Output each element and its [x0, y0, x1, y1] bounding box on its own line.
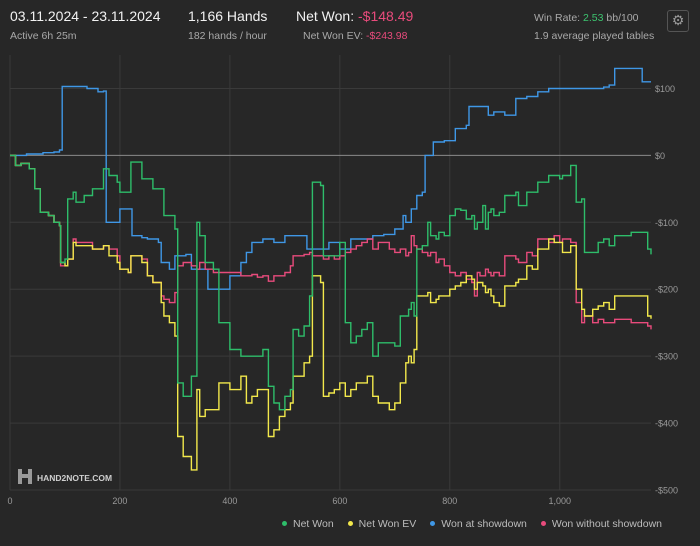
- win-rate-label: Win Rate:: [534, 12, 581, 24]
- x-axis-labels: 0 200 400 600 800 1,000: [7, 496, 571, 506]
- series-lines: [10, 67, 652, 471]
- legend-dot-icon: [540, 520, 546, 526]
- legend-item[interactable]: Won at showdown: [430, 518, 527, 530]
- active-time: Active 6h 25m: [10, 30, 77, 42]
- net-won-value: -$148.49: [358, 8, 414, 24]
- y-tick-label: $0: [655, 151, 665, 161]
- x-tick-label: 400: [222, 496, 237, 506]
- date-range: 03.11.2024 - 23.11.2024: [10, 8, 161, 24]
- hands-count: 1,166 Hands: [188, 8, 268, 24]
- y-tick-label: -$100: [655, 218, 678, 228]
- x-tick-label: 1,000: [548, 496, 571, 506]
- y-tick-label: -$200: [655, 285, 678, 295]
- net-won-label: Net Won:: [296, 8, 355, 24]
- chart-area: HAND2NOTE.COM $100 $0 -$100 -$200 -$300 -$400…: [7, 55, 678, 506]
- legend-dot-icon: [347, 520, 353, 526]
- net-won-ev: Net Won EV: -$243.98: [303, 30, 407, 42]
- y-tick-label: -$400: [655, 419, 678, 429]
- net-won-ev-value: -$243.98: [366, 30, 408, 42]
- net-won-ev-label: Net Won EV:: [303, 30, 364, 42]
- legend-label: Net Won: [293, 518, 334, 530]
- legend-dot-icon: [430, 520, 436, 526]
- hands-per-hour: 182 hands / hour: [188, 30, 267, 42]
- win-rate-value: 2.53: [583, 12, 604, 24]
- legend-label: Won without showdown: [551, 518, 662, 530]
- x-tick-label: 0: [7, 496, 12, 506]
- y-tick-label: -$300: [655, 352, 678, 362]
- watermark-text: HAND2NOTE.COM: [37, 473, 112, 483]
- y-tick-label: $100: [655, 84, 675, 94]
- x-tick-label: 800: [442, 496, 457, 506]
- gear-icon[interactable]: ⚙: [667, 10, 689, 32]
- series-line-net-won-ev: [10, 154, 652, 471]
- watermark: HAND2NOTE.COM: [18, 469, 112, 484]
- legend-label: Won at showdown: [441, 518, 527, 530]
- x-tick-label: 200: [112, 496, 127, 506]
- x-tick-label: 600: [332, 496, 347, 506]
- series-line-net-won: [10, 154, 652, 411]
- net-won: Net Won: -$148.49: [296, 8, 413, 24]
- legend: Net Won Net Won EV Won at showdown Won with…: [268, 518, 662, 530]
- average-tables: 1.9 average played tables: [534, 30, 655, 42]
- legend-item[interactable]: Net Won EV: [347, 518, 417, 530]
- stats-header: 03.11.2024 - 23.11.2024 Active 6h 25m 1,…: [0, 8, 700, 48]
- win-rate-unit: bb/100: [606, 12, 639, 24]
- y-axis-labels: $100 $0 -$100 -$200 -$300 -$400 -$500: [655, 84, 678, 496]
- legend-label: Net Won EV: [358, 518, 417, 530]
- legend-item[interactable]: Won without showdown: [540, 518, 662, 530]
- hand2note-logo-icon: [18, 469, 32, 484]
- y-tick-label: -$500: [655, 486, 678, 496]
- legend-item[interactable]: Net Won: [282, 518, 334, 530]
- legend-dot-icon: [282, 520, 287, 526]
- win-rate: Win Rate: 2.53 bb/100: [534, 12, 639, 24]
